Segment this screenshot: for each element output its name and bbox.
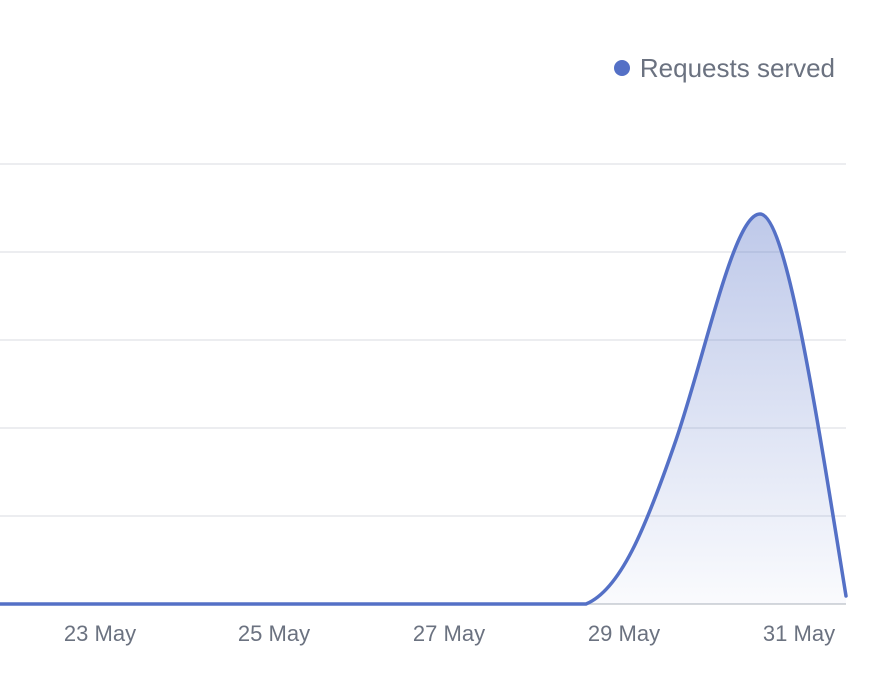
x-tick-label: 25 May <box>238 621 310 646</box>
x-tick-label: 29 May <box>588 621 660 646</box>
legend[interactable]: Requests served <box>613 52 835 84</box>
x-tick-label: 23 May <box>64 621 136 646</box>
x-tick-label: 31 May <box>763 621 835 646</box>
series-area <box>0 214 846 604</box>
legend-label: Requests served <box>639 53 835 83</box>
series-line <box>0 212 848 606</box>
x-tick-label: 27 May <box>413 621 485 646</box>
legend-dot <box>613 60 630 76</box>
